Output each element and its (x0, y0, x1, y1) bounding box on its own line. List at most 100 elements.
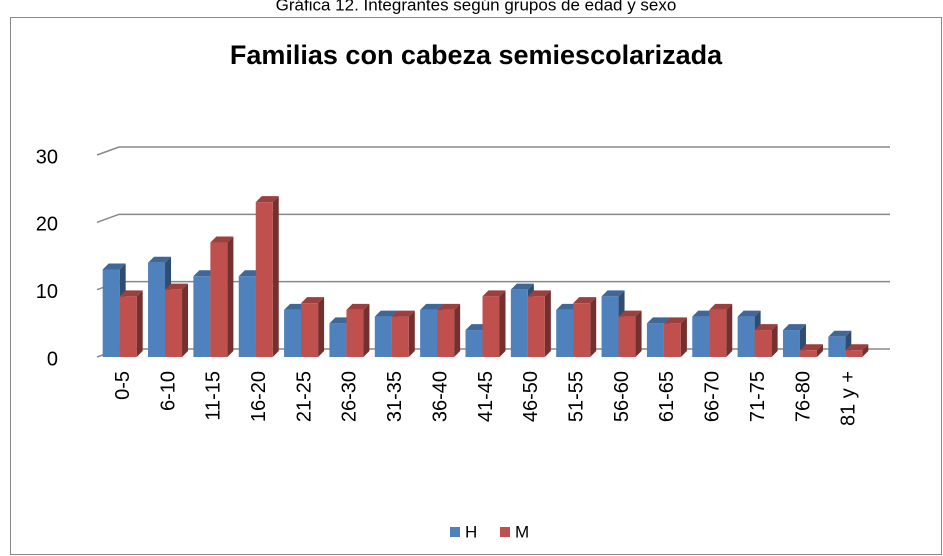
bar-side (363, 303, 370, 357)
x-tick-label: 0-5 (112, 371, 134, 400)
bar (737, 316, 755, 357)
chart-title: Familias con cabeza semiescolarizada (230, 40, 723, 70)
bar-side (454, 303, 461, 357)
x-tick-label: 66-70 (702, 371, 724, 422)
x-tick-label: 71-75 (747, 371, 769, 422)
bar (301, 303, 319, 357)
bar (709, 309, 727, 357)
bar (437, 309, 455, 357)
bar (148, 262, 166, 357)
bar-side (272, 196, 279, 357)
bar (510, 289, 528, 357)
bar-side (726, 303, 733, 357)
x-tick-label: 16-20 (248, 371, 270, 422)
bar-side (136, 290, 143, 357)
bar-top (210, 236, 234, 243)
bar-top (828, 330, 852, 337)
bar-top (527, 290, 551, 297)
bar (663, 323, 681, 357)
bar-top (709, 303, 733, 310)
bar-top (573, 297, 597, 304)
bar (255, 202, 273, 357)
bar-top (618, 310, 642, 317)
legend-label: H (465, 522, 477, 541)
bar (238, 276, 256, 357)
y-tick-label: 20 (36, 214, 58, 236)
bar-top (482, 290, 506, 297)
bar (374, 316, 392, 357)
bar (556, 309, 574, 357)
x-tick-label: 46-50 (520, 371, 542, 422)
bar-top (148, 256, 172, 263)
bar-top (737, 310, 761, 317)
bar-side (318, 297, 325, 357)
bar (465, 330, 483, 357)
legend-swatch (500, 527, 510, 537)
bar-side (590, 297, 597, 357)
bar-top (845, 344, 869, 351)
bar-top (346, 303, 370, 310)
x-tick-label: 41-45 (475, 371, 497, 422)
bar (646, 323, 664, 357)
bar-side (227, 236, 234, 357)
bar-top (782, 324, 806, 331)
x-tick-label: 61-65 (656, 371, 678, 422)
legend-swatch (450, 527, 460, 537)
bar (618, 316, 636, 357)
bar-side (680, 317, 687, 357)
bar-side (544, 290, 551, 357)
bar (482, 296, 500, 357)
bar (692, 316, 710, 357)
x-tick-label: 11-15 (203, 371, 225, 421)
bar (102, 269, 120, 357)
bar-side (816, 344, 823, 357)
bar (284, 309, 302, 357)
bar (346, 309, 364, 357)
grid-line (96, 213, 890, 224)
bar-top (437, 303, 461, 310)
bar-side (499, 290, 506, 357)
bar (391, 316, 409, 357)
bar-side (182, 283, 189, 357)
bar-top (301, 297, 325, 304)
bar-top (119, 290, 143, 297)
bar-top (510, 283, 534, 290)
bar-side (635, 310, 642, 357)
bar (165, 289, 183, 357)
y-tick-label: 30 (36, 146, 58, 168)
bar (845, 350, 863, 357)
bar-side (408, 310, 415, 357)
x-tick-label: 51-55 (565, 371, 587, 422)
bar-top (391, 310, 415, 317)
bar (754, 330, 772, 357)
bar-top (255, 196, 279, 203)
x-tick-label: 21-25 (293, 371, 315, 422)
bar (601, 296, 619, 357)
x-tick-label: 56-60 (611, 371, 633, 422)
bar (420, 309, 438, 357)
bar-top (601, 290, 625, 297)
x-tick-label: 76-80 (792, 371, 814, 422)
caption: Gráfica 12. Integrantes según grupos de … (276, 0, 677, 14)
bar (573, 303, 591, 357)
bar (799, 350, 817, 357)
y-tick-label: 10 (36, 281, 58, 303)
bar-top (799, 344, 823, 351)
x-tick-label: 81 y + (838, 371, 860, 426)
bar (329, 323, 347, 357)
bar-top (102, 263, 126, 270)
bar (527, 296, 545, 357)
bar (782, 330, 800, 357)
legend-label: M (515, 522, 529, 541)
bar (193, 276, 211, 357)
x-tick-label: 31-35 (384, 371, 406, 422)
bar-side (862, 344, 869, 357)
bar (828, 336, 846, 357)
bar (210, 242, 228, 357)
bar-side (771, 324, 778, 357)
grid-line (96, 146, 890, 156)
x-tick-label: 26-30 (339, 371, 361, 422)
bar-top (374, 310, 398, 317)
bar-top (663, 317, 687, 324)
x-tick-label: 6-10 (157, 371, 179, 411)
